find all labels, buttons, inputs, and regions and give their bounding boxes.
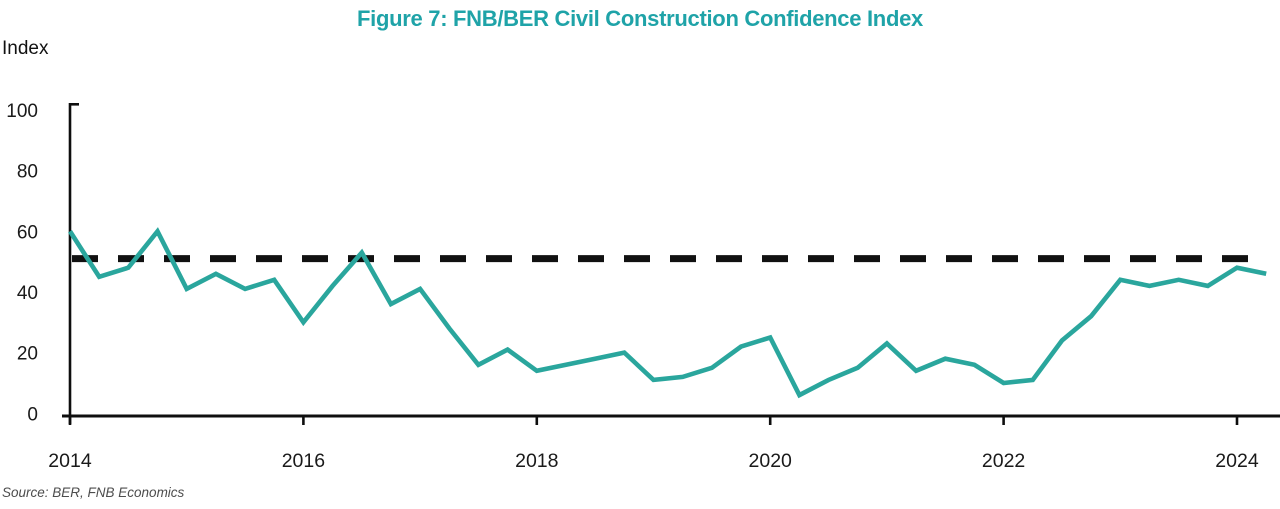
- y-tick-label-100: 100: [6, 101, 38, 122]
- x-tick-label-2024: 2024: [1215, 450, 1259, 472]
- x-tick-label-2020: 2020: [749, 450, 793, 472]
- x-tick-label-2018: 2018: [515, 450, 558, 472]
- y-tick-label-80: 80: [17, 162, 38, 183]
- x-tick-label-2014: 2014: [48, 450, 92, 472]
- chart-title: Figure 7: FNB/BER Civil Construction Con…: [357, 6, 923, 31]
- confidence-line: [68, 227, 1267, 399]
- source-note: Source: BER, FNB Economics: [2, 485, 185, 500]
- y-axis-title: Index: [2, 38, 49, 59]
- y-tick-label-40: 40: [17, 283, 38, 304]
- y-tick-label-0: 0: [27, 404, 38, 425]
- y-tick-label-60: 60: [17, 222, 38, 243]
- y-tick-label-20: 20: [17, 344, 38, 365]
- x-tick-label-2016: 2016: [282, 450, 325, 472]
- x-tick-label-2022: 2022: [982, 450, 1025, 472]
